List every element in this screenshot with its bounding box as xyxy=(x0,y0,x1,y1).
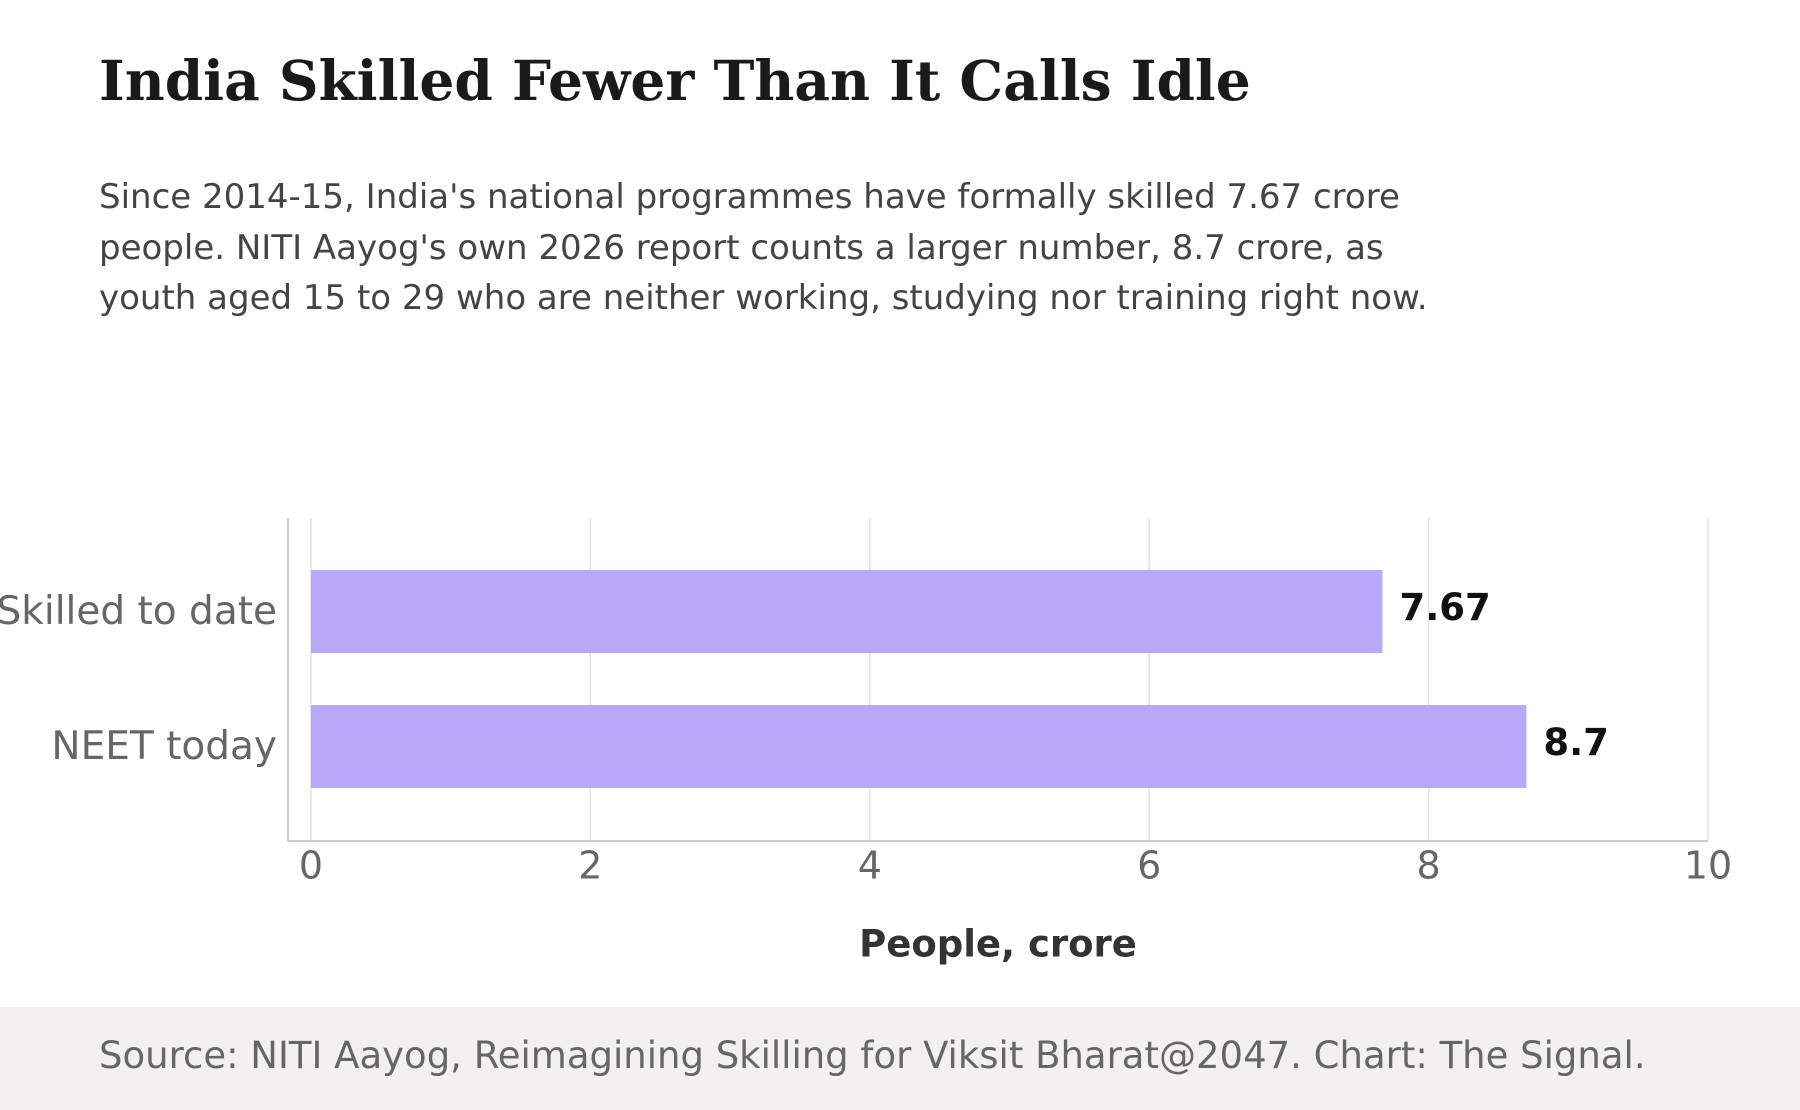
value-label: 7.67 xyxy=(1399,586,1490,629)
x-tick-label: 8 xyxy=(1417,844,1441,888)
chart: People, crore 0 2 4 6 8 10 Skilled to date 7.67… xyxy=(0,518,1732,966)
x-axis-label: People, crore xyxy=(859,923,1137,966)
chart-title: India Skilled Fewer Than It Calls Idle xyxy=(99,48,1251,113)
chart-subtitle: Since 2014-15, India's national programm… xyxy=(99,177,1428,318)
y-tick-label: Skilled to date xyxy=(0,589,277,634)
source-note: Source: NITI Aayog, Reimagining Skilling… xyxy=(99,1034,1646,1077)
x-tick-label: 2 xyxy=(578,844,602,888)
value-label: 8.7 xyxy=(1543,721,1609,764)
footer: Source: NITI Aayog, Reimagining Skilling… xyxy=(0,1007,1800,1110)
x-tick-label: 6 xyxy=(1137,844,1161,888)
bar xyxy=(311,705,1527,788)
x-tick-label: 4 xyxy=(858,844,882,888)
bar xyxy=(311,570,1383,653)
x-tick-label: 10 xyxy=(1684,844,1732,888)
x-tick-label: 0 xyxy=(299,844,323,888)
y-tick-label: NEET today xyxy=(51,724,277,769)
